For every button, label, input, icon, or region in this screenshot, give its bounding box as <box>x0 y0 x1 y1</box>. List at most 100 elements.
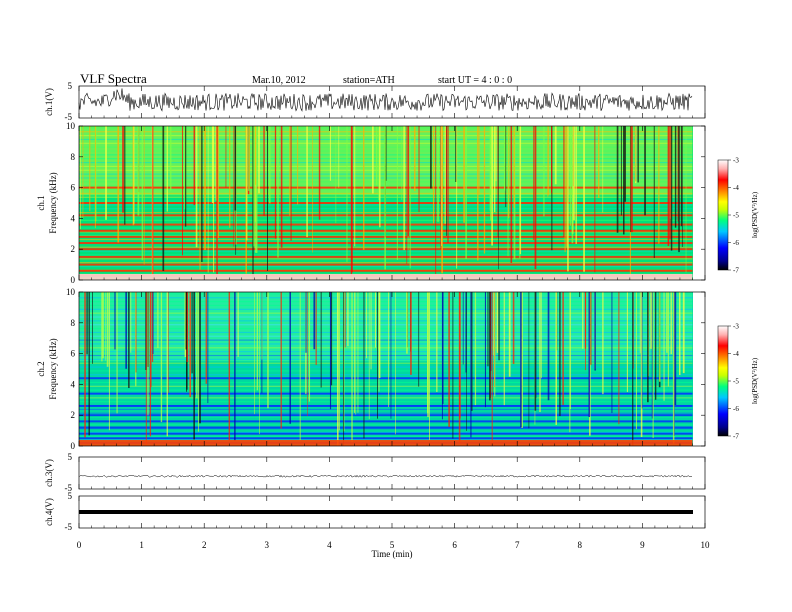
sferic-streak <box>678 126 680 253</box>
sferic-streak <box>654 292 657 400</box>
sferic-streak <box>145 292 147 445</box>
sferic-streak <box>533 126 535 240</box>
sferic-streak <box>133 126 135 224</box>
sferic-streak <box>658 126 660 244</box>
spectrogram-ch2-panel: 10 8 6 4 2 0 ch.2 Frequency (kHz) <box>36 287 706 451</box>
sferic-streak <box>128 292 130 389</box>
sferic-streak <box>513 126 515 208</box>
colorbar2-label: log(PSD(V²/Hz) <box>751 357 759 404</box>
y-tick-label: 6 <box>71 349 76 359</box>
spectrum-row <box>79 354 693 357</box>
spectrogram-ch1-panel: 10 8 6 4 2 0 ch.1 Frequency (kHz) <box>36 121 706 285</box>
sferic-streak <box>185 292 187 350</box>
sferic-streak <box>446 126 448 216</box>
colorbar-tick-label: -5 <box>733 378 739 386</box>
emission-band <box>79 269 693 272</box>
sferic-streak <box>306 126 308 238</box>
sferic-streak <box>237 292 239 357</box>
sferic-streak <box>357 292 359 413</box>
emission-band <box>79 426 693 429</box>
sferic-streak <box>620 126 622 216</box>
sferic-streak <box>639 292 641 354</box>
spectrum-row <box>79 293 693 295</box>
spectrum-row <box>79 316 693 318</box>
sferic-streak <box>507 126 509 257</box>
colorbar-tick-label: -5 <box>733 212 739 220</box>
sferic-streak <box>489 292 491 401</box>
y-tick-label: 4 <box>71 213 76 223</box>
sferic-streak <box>254 126 256 222</box>
spectrum-row <box>79 389 693 391</box>
sferic-streak <box>505 126 507 208</box>
sferic-streak <box>667 126 670 246</box>
sferic-streak <box>201 126 203 262</box>
x-tick-label: 8 <box>578 540 583 550</box>
sferic-streak <box>406 292 408 354</box>
sferic-streak <box>602 292 604 395</box>
sferic-streak <box>528 292 530 429</box>
spec1-ylabel-frequency: Frequency (kHz) <box>48 172 58 233</box>
sferic-streak <box>519 126 522 255</box>
sferic-streak <box>440 126 442 250</box>
sferic-streak <box>409 126 411 269</box>
sferic-streak <box>86 292 88 355</box>
sferic-streak <box>267 292 269 409</box>
sferic-streak <box>602 126 604 213</box>
sferic-streak <box>338 292 340 431</box>
sferic-streak <box>117 126 120 243</box>
sferic-streak <box>554 126 557 185</box>
sferic-streak <box>166 126 168 212</box>
emission-band <box>79 420 693 423</box>
spectrum-row <box>79 297 693 299</box>
sferic-streak <box>623 126 625 235</box>
sferic-streak <box>135 292 137 373</box>
sferic-streak <box>674 126 677 228</box>
sferic-streak <box>280 292 282 429</box>
sferic-streak <box>559 292 561 417</box>
sferic-streak <box>555 292 557 425</box>
y-tick-label: 8 <box>71 152 76 162</box>
sferic-streak <box>289 126 291 216</box>
sferic-streak <box>351 126 353 273</box>
sferic-streak <box>508 292 511 377</box>
sferic-streak <box>105 292 106 361</box>
sferic-streak <box>350 126 353 276</box>
sferic-streak <box>441 126 443 274</box>
sferic-streak <box>152 292 154 354</box>
sferic-streak <box>337 292 339 446</box>
y-tick-label: 2 <box>71 410 76 420</box>
sferic-streak <box>338 126 340 188</box>
low-frequency-band <box>79 274 693 280</box>
sferic-streak <box>401 126 403 201</box>
sferic-streak <box>569 126 572 226</box>
sferic-streak <box>80 126 81 230</box>
sferic-streak <box>256 292 258 391</box>
ch4-ylabel: ch.4(V) <box>44 498 54 526</box>
sferic-streak <box>372 126 374 194</box>
sferic-streak <box>547 126 549 197</box>
spectrum-row <box>79 308 693 310</box>
sferic-streak <box>563 126 565 237</box>
sferic-streak <box>189 292 191 398</box>
x-axis-tick-labels: 0 1 2 3 4 5 6 7 8 9 10 <box>77 540 710 550</box>
y-tick-label: 2 <box>71 244 76 254</box>
colorbar-tick-label: -4 <box>733 350 739 358</box>
sferic-streak <box>261 292 263 360</box>
sferic-streak <box>88 292 90 436</box>
sferic-streak <box>217 126 219 239</box>
spectrum-row <box>79 335 693 337</box>
sferic-streak <box>474 292 477 406</box>
sferic-streak <box>498 126 499 270</box>
sferic-streak <box>680 126 683 227</box>
sferic-streak <box>594 126 596 273</box>
spectrum-row <box>79 358 693 360</box>
sferic-streak <box>663 292 665 401</box>
sferic-streak <box>430 126 432 189</box>
sferic-streak <box>640 292 643 437</box>
sferic-streak <box>193 126 196 206</box>
ch3-ytick-bottom: -5 <box>65 483 73 493</box>
sferic-streak <box>216 126 218 277</box>
x-tick-label: 10 <box>701 540 711 550</box>
sferic-streak <box>598 126 600 199</box>
spectrum-row <box>79 435 693 437</box>
